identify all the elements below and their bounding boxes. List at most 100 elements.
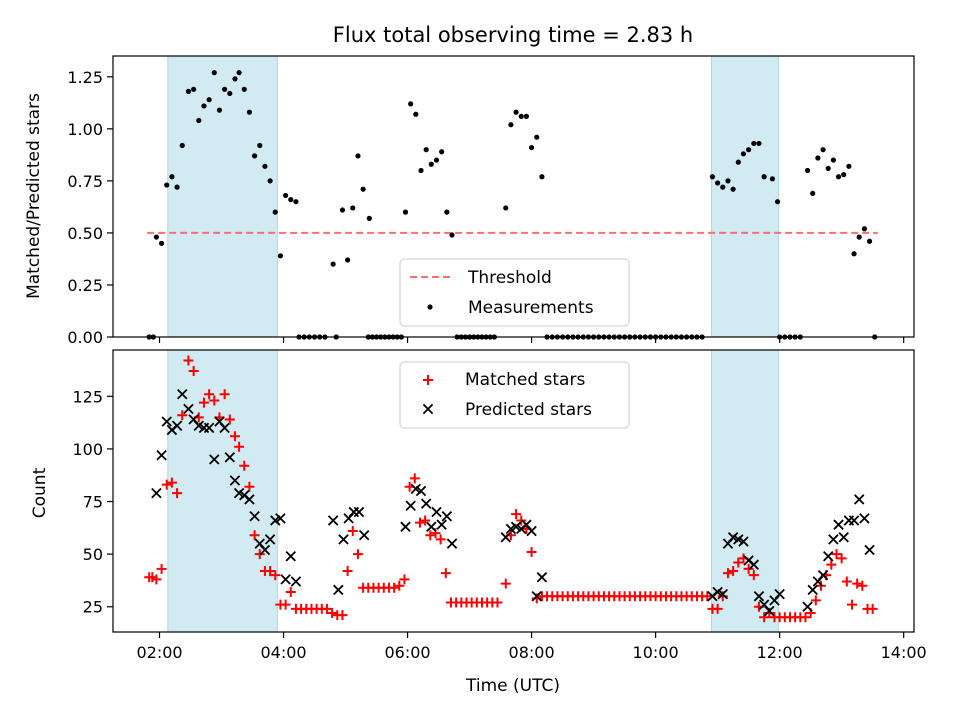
matched-point bbox=[846, 599, 857, 610]
measurement-point bbox=[769, 176, 776, 182]
shaded-region bbox=[710, 349, 780, 633]
measurement-point bbox=[740, 151, 747, 157]
matched-point bbox=[526, 547, 537, 558]
count-panel: 25 50 75 100 125 02:00 04:00 06:00 08:00 10:00 12:… bbox=[72, 349, 927, 662]
ratio-y-tick-label: 1.25 bbox=[67, 68, 103, 87]
matched-point bbox=[177, 410, 188, 421]
measurement-point bbox=[350, 205, 356, 211]
predicted-point bbox=[285, 551, 297, 562]
predicted-point bbox=[264, 534, 276, 545]
matched-point bbox=[151, 574, 162, 585]
measurement-point bbox=[428, 161, 434, 167]
measurement-point bbox=[402, 209, 409, 215]
measurement-point bbox=[330, 261, 336, 267]
matched-point bbox=[337, 610, 348, 621]
predicted-point bbox=[275, 513, 286, 524]
measurement-point bbox=[272, 209, 278, 215]
measurement-point bbox=[508, 122, 514, 128]
x-axis-label: Time (UTC) bbox=[465, 676, 560, 696]
measurement-point bbox=[815, 155, 821, 161]
x-tick-label: 02:00 bbox=[136, 643, 182, 662]
measurement-point bbox=[841, 172, 847, 178]
matched-point bbox=[425, 530, 436, 541]
predicted-point bbox=[177, 388, 188, 400]
measurement-point bbox=[523, 113, 530, 119]
matched-point bbox=[728, 565, 739, 576]
legend-threshold-label: Threshold bbox=[467, 268, 552, 288]
predicted-point bbox=[353, 506, 365, 518]
matched-point bbox=[172, 488, 183, 499]
measurement-point bbox=[449, 232, 455, 238]
x-tick-label: 10:00 bbox=[633, 643, 679, 662]
predicted-point bbox=[446, 538, 458, 549]
shaded-region bbox=[167, 55, 278, 338]
predicted-point bbox=[436, 519, 447, 530]
predicted-point bbox=[224, 452, 236, 463]
matched-point bbox=[409, 473, 420, 484]
predicted-point bbox=[426, 521, 437, 533]
count-y-tick-label: 25 bbox=[83, 598, 103, 617]
matched-point bbox=[239, 460, 250, 471]
ratio-panel: 0.00 0.25 0.50 0.75 1.00 1.25 Threshold Measure… bbox=[67, 55, 915, 347]
measurement-point bbox=[513, 109, 519, 115]
measurement-point bbox=[746, 147, 752, 153]
count-y-tick-label: 125 bbox=[72, 387, 103, 406]
matched-point bbox=[399, 574, 410, 585]
x-tick-label: 04:00 bbox=[260, 643, 306, 662]
matched-point bbox=[712, 603, 723, 614]
matched-point bbox=[198, 397, 209, 408]
x-tick-label: 06:00 bbox=[385, 643, 431, 662]
matched-point bbox=[836, 553, 847, 564]
matched-point bbox=[219, 389, 230, 400]
predicted-point bbox=[838, 532, 849, 543]
count-legend-box bbox=[399, 361, 630, 429]
measurement-point bbox=[518, 113, 524, 119]
measurement-point bbox=[408, 101, 414, 107]
matched-point bbox=[285, 587, 296, 598]
measurement-point bbox=[191, 86, 197, 92]
count-y-tick-label: 50 bbox=[83, 545, 103, 564]
predicted-point bbox=[209, 454, 220, 465]
measurement-point bbox=[293, 199, 299, 205]
ratio-y-axis-label: Matched/Predicted stars bbox=[24, 93, 44, 299]
ratio-y-tick-label: 0.00 bbox=[67, 328, 103, 347]
matched-point bbox=[229, 431, 240, 442]
measurement-point bbox=[360, 186, 366, 192]
legend-matched-swatch bbox=[423, 375, 433, 385]
measurement-point bbox=[288, 197, 294, 203]
matched-point bbox=[867, 603, 878, 614]
matched-point bbox=[249, 530, 260, 541]
measurement-point bbox=[774, 199, 781, 205]
measurement-point bbox=[211, 70, 217, 76]
matched-point bbox=[234, 441, 245, 452]
measurement-point bbox=[825, 165, 831, 171]
measurement-point bbox=[267, 178, 273, 184]
predicted-point bbox=[764, 605, 775, 617]
measurement-point bbox=[534, 134, 540, 140]
matched-point bbox=[841, 576, 852, 587]
predicted-point bbox=[415, 485, 427, 497]
matched-point bbox=[244, 481, 255, 492]
predicted-point bbox=[431, 506, 442, 518]
predicted-point bbox=[420, 498, 432, 509]
matched-point bbox=[800, 612, 811, 623]
legend-measurement-swatch bbox=[427, 304, 433, 310]
matched-point bbox=[209, 395, 220, 406]
count-y-tick-label: 100 bbox=[72, 440, 103, 459]
measurement-point bbox=[174, 184, 180, 190]
ratio-legend-box bbox=[399, 258, 630, 327]
matched-point bbox=[826, 559, 837, 570]
matched-point bbox=[265, 565, 276, 576]
measurement-point bbox=[539, 174, 545, 180]
predicted-point bbox=[203, 422, 215, 434]
predicted-point bbox=[244, 494, 255, 505]
predicted-point bbox=[717, 588, 729, 600]
predicted-point bbox=[358, 529, 370, 541]
measurement-point bbox=[251, 153, 258, 159]
predicted-point bbox=[753, 590, 765, 602]
matched-point bbox=[500, 578, 511, 589]
measurement-point bbox=[866, 238, 873, 244]
measurement-point bbox=[227, 90, 233, 97]
matched-point bbox=[492, 597, 503, 608]
ratio-axes-frame bbox=[112, 55, 915, 338]
